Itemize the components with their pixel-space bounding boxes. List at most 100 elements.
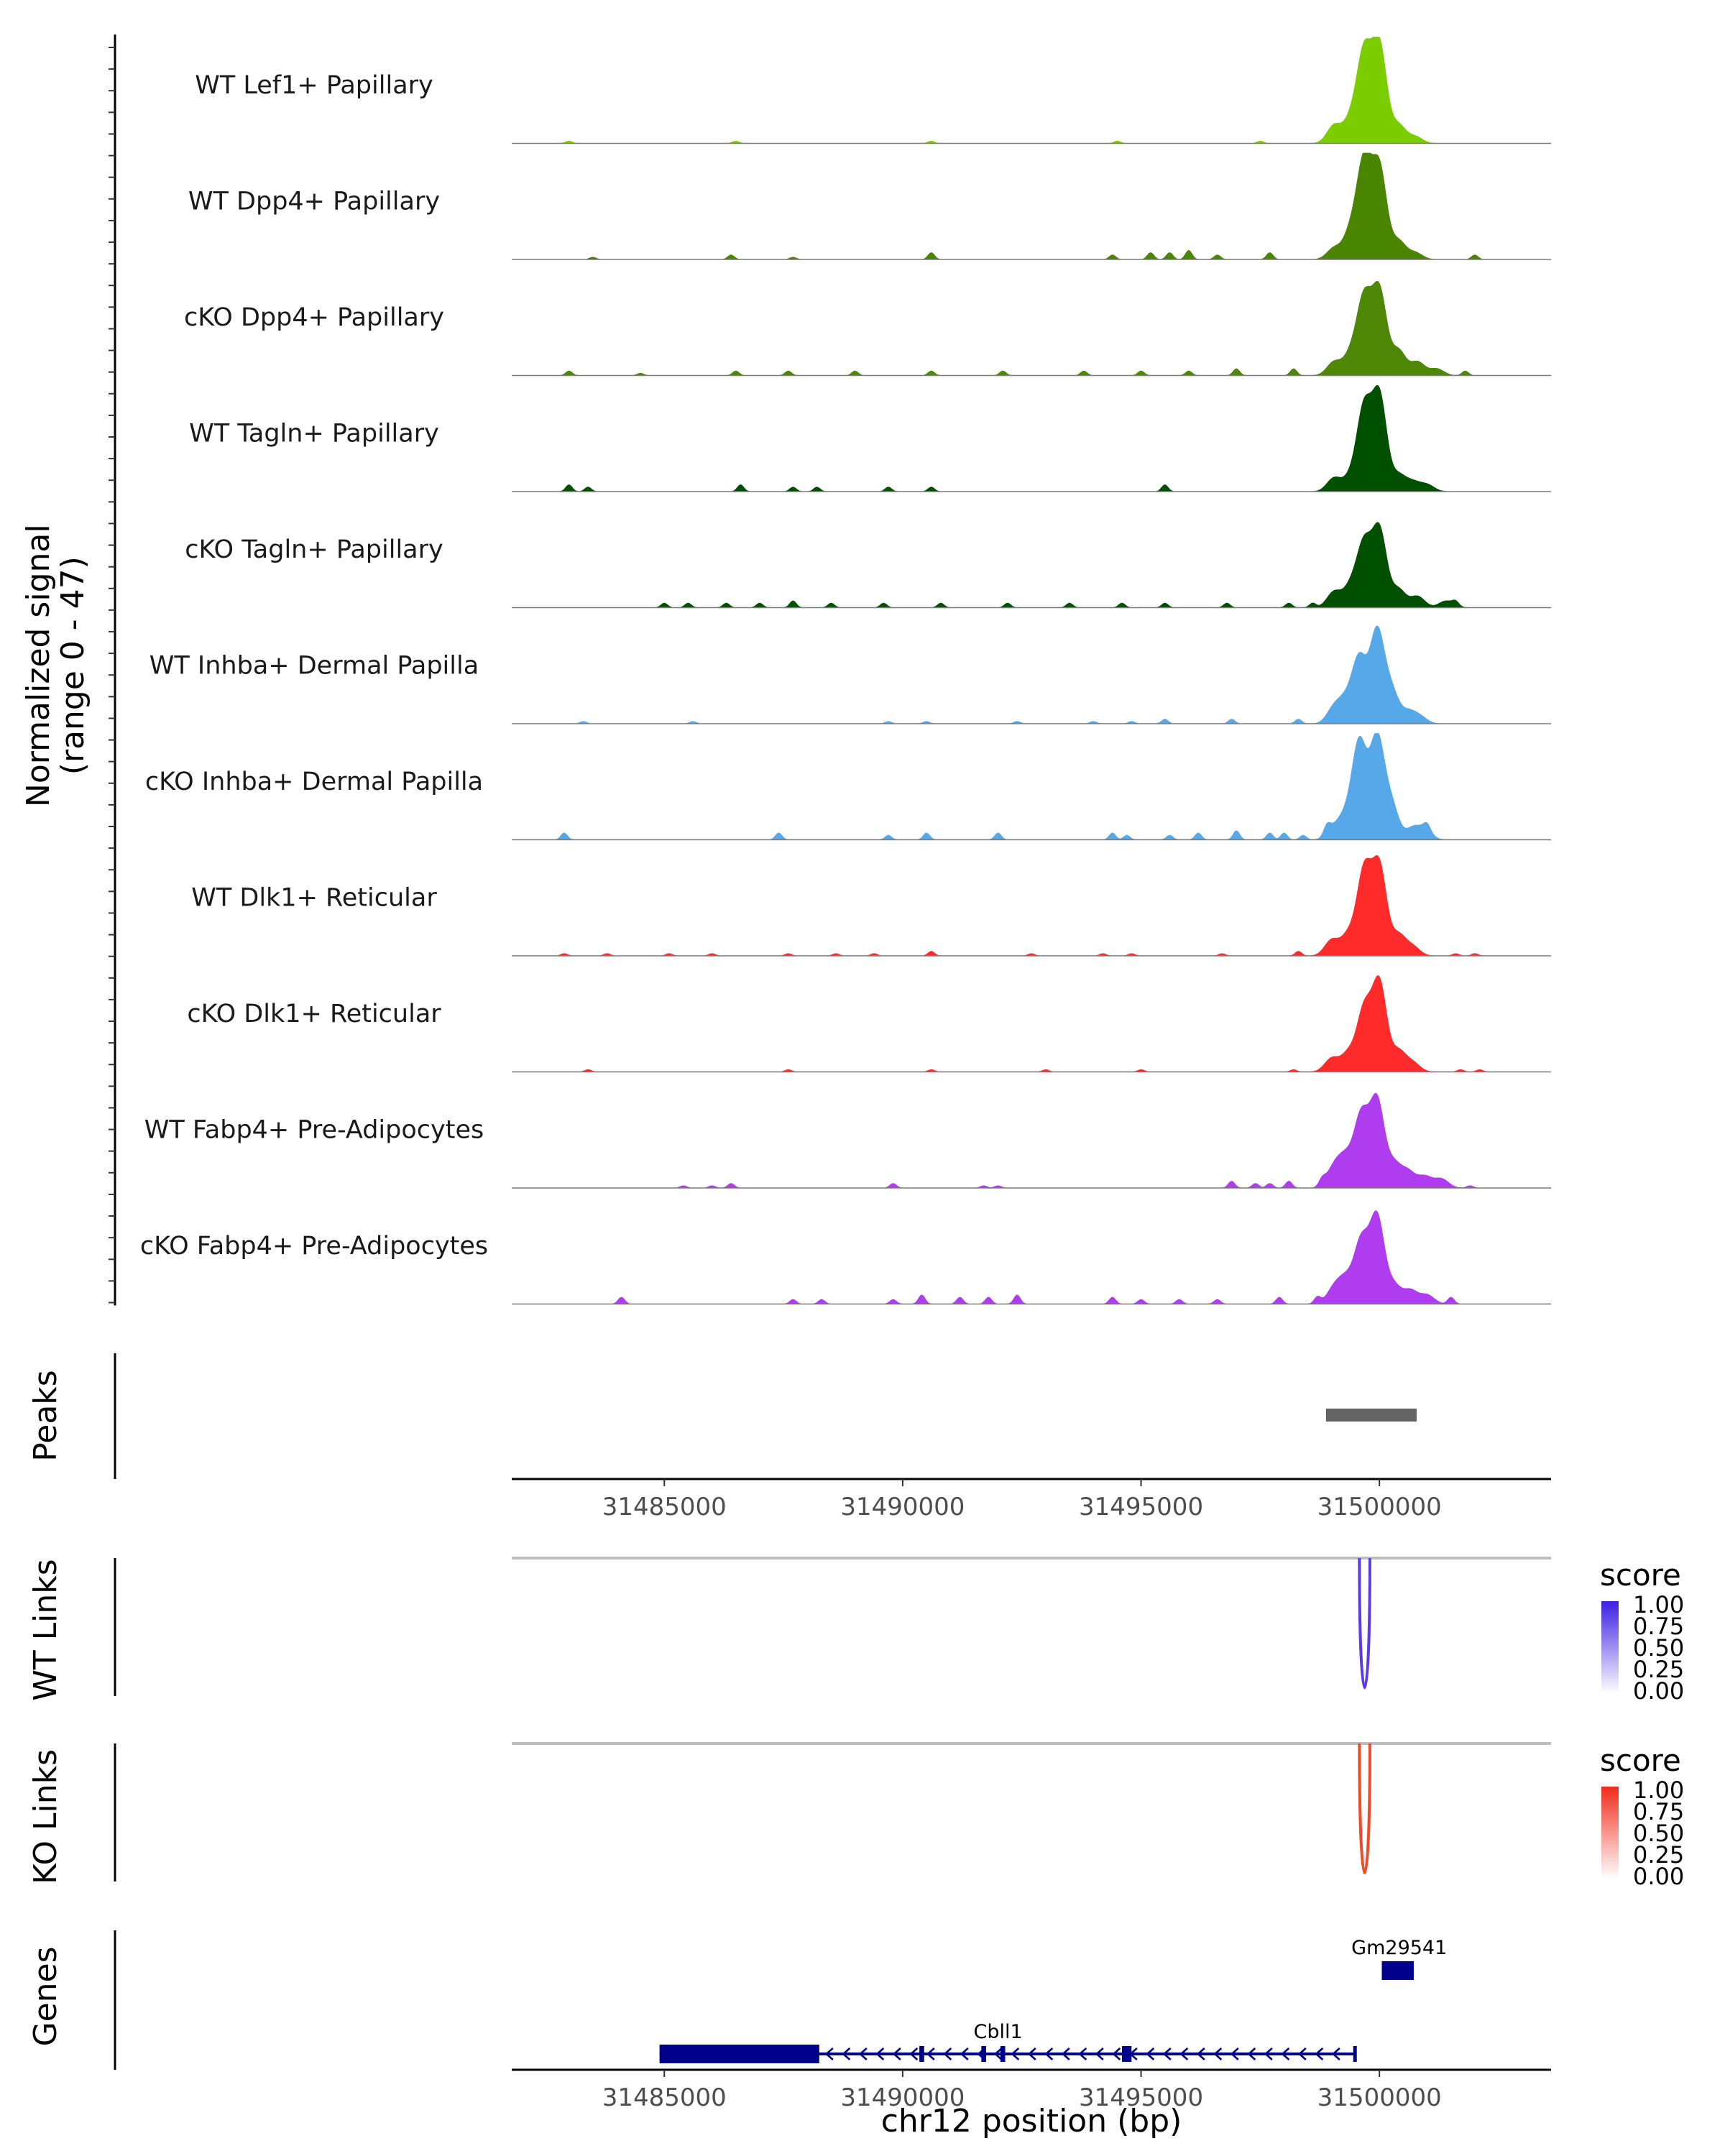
track-label: WT Dpp4+ Papillary	[188, 188, 440, 216]
strand-arrow	[1264, 2047, 1273, 2060]
legend-tick-label: 1.00	[1633, 1591, 1684, 1618]
legend-colorbar	[1601, 1601, 1619, 1693]
genes-label-group: Genes	[27, 1946, 64, 2046]
track-label: WT Tagln+ Papillary	[189, 420, 439, 448]
link-arc	[1358, 1743, 1371, 1875]
signal-tracks: Normalized signal(range 0 - 47) WT Lef1+ …	[20, 34, 1551, 1306]
x-tick-label: 31500000	[1317, 1493, 1442, 1521]
strand-arrow	[993, 2047, 1003, 2060]
signal-area	[512, 975, 1551, 1072]
legend-title: score	[1600, 1557, 1681, 1593]
strand-arrow	[909, 2047, 919, 2060]
signal-area	[512, 280, 1551, 376]
strand-arrow	[1128, 2047, 1138, 2060]
track-label: cKO Inhba+ Dermal Papilla	[145, 768, 483, 796]
strand-arrow	[1011, 2047, 1020, 2060]
x-axes: 31485000 31490000 31495000 3150000031485000…	[512, 1478, 1551, 2139]
track: cKO Inhba+ Dermal Papilla	[145, 733, 1551, 841]
strand-arrow	[1315, 2047, 1324, 2060]
gene: Cbll1	[659, 2021, 1357, 2063]
gene-label: Cbll1	[973, 2021, 1022, 2043]
strand-arrow	[1044, 2047, 1054, 2060]
track: WT Inhba+ Dermal Papilla	[150, 625, 1551, 724]
strand-arrow	[1297, 2047, 1307, 2060]
genes-label: Genes	[27, 1946, 64, 2046]
legend-tick-label: 0.25	[1633, 1656, 1684, 1683]
legend-colorbar	[1601, 1787, 1619, 1879]
strand-arrow	[1027, 2047, 1036, 2060]
strand-arrow	[1179, 2047, 1189, 2060]
y-axis-label-line1: Normalized signal	[20, 524, 57, 807]
peak-region	[1325, 1409, 1417, 1422]
track: WT Tagln+ Papillary	[189, 384, 1551, 492]
gene-exon	[659, 2045, 819, 2063]
track-label: WT Fabp4+ Pre-Adipocytes	[144, 1116, 484, 1145]
strand-arrow	[892, 2047, 901, 2060]
gene-exon	[1122, 2046, 1132, 2062]
y-axis-label: Normalized signal(range 0 - 47)	[20, 524, 91, 807]
links-label-group: WT Links	[27, 1559, 64, 1700]
gene: Gm29541	[1351, 1937, 1447, 1980]
links-label: WT Links	[27, 1559, 64, 1700]
legend-title: score	[1600, 1743, 1681, 1778]
track: WT Dlk1+ Reticular	[191, 855, 1551, 957]
strand-arrow	[1112, 2047, 1121, 2060]
link-arc	[1358, 1557, 1371, 1690]
signal-area	[512, 1092, 1551, 1189]
strand-arrow	[824, 2047, 834, 2060]
gene-exon	[919, 2046, 924, 2062]
peaks-track: Peaks	[27, 1353, 1417, 1479]
strand-arrow	[1095, 2047, 1104, 2060]
y-axis-label-line2: (range 0 - 47)	[55, 556, 91, 775]
signal-area	[512, 384, 1551, 492]
track: cKO Dlk1+ Reticular	[187, 975, 1551, 1073]
legend-tick-label: 0.75	[1633, 1613, 1684, 1640]
strand-arrow	[1213, 2047, 1223, 2060]
peaks-label-group: Peaks	[27, 1370, 64, 1461]
peaks-label: Peaks	[27, 1370, 64, 1461]
strand-arrow	[1061, 2047, 1070, 2060]
track: WT Fabp4+ Pre-Adipocytes	[144, 1092, 1551, 1189]
legend-tick-label: 0.50	[1633, 1820, 1684, 1847]
track: cKO Dpp4+ Papillary	[184, 280, 1551, 377]
links-label-group: KO Links	[27, 1749, 64, 1884]
track-label: WT Dlk1+ Reticular	[191, 884, 437, 913]
strand-arrow	[1281, 2047, 1290, 2060]
strand-arrow	[1146, 2047, 1155, 2060]
track: WT Lef1+ Papillary	[195, 37, 1551, 144]
strand-arrow	[1331, 2047, 1340, 2060]
strand-arrow	[943, 2047, 952, 2060]
signal-area	[512, 1210, 1551, 1304]
genes-track: Genes Gm29541 Cbll1	[27, 1930, 1447, 2070]
gene-exon	[981, 2046, 986, 2062]
strand-arrow	[1247, 2047, 1256, 2060]
legend-tick-label: 0.50	[1633, 1634, 1684, 1662]
links-label: KO Links	[27, 1749, 64, 1884]
x-tick-label: 31485000	[602, 1493, 727, 1521]
x-tick-label: 31490000	[840, 1493, 965, 1521]
strand-arrow	[1196, 2047, 1205, 2060]
signal-area	[512, 855, 1551, 957]
gene-exon	[1381, 1961, 1414, 1980]
x-tick-label: 31485000	[602, 2083, 727, 2112]
legend-tick-label: 0.75	[1633, 1798, 1684, 1825]
x-tick-label: 31490000	[840, 2083, 965, 2112]
strand-arrow	[875, 2047, 885, 2060]
strand-arrow	[1078, 2047, 1087, 2060]
track-label: WT Inhba+ Dermal Papilla	[150, 652, 479, 681]
track-label: cKO Dpp4+ Papillary	[184, 303, 444, 332]
strand-arrow	[926, 2047, 935, 2060]
track-label: cKO Dlk1+ Reticular	[187, 1000, 441, 1028]
signal-area	[512, 37, 1551, 144]
signal-area	[512, 625, 1551, 724]
genes-x-axis: 31485000 31490000 31495000 31500000 chr12 po…	[512, 2068, 1551, 2139]
signal-area	[512, 733, 1551, 840]
strand-arrow	[858, 2047, 868, 2060]
legend-tick-label: 0.00	[1633, 1677, 1684, 1705]
track: cKO Fabp4+ Pre-Adipocytes	[140, 1210, 1551, 1305]
signal-area	[512, 152, 1551, 260]
